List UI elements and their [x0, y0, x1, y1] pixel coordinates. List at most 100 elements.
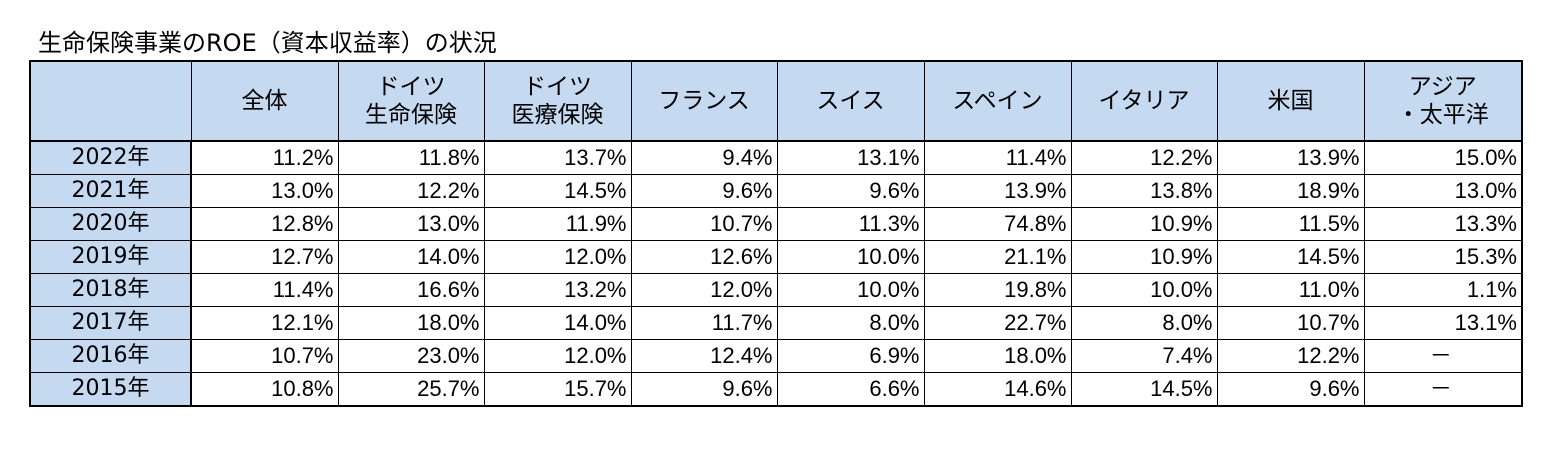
year-cell: 2020年 [29, 207, 192, 241]
value-cell: 7.4% [1070, 339, 1218, 373]
value-cell: 10.0% [776, 240, 925, 274]
value-cell: 15.3% [1363, 240, 1523, 274]
value-cell: 18.0% [337, 306, 485, 340]
value-cell: 21.1% [923, 240, 1072, 274]
value-cell: 12.2% [1216, 339, 1365, 373]
year-cell: 2015年 [29, 372, 192, 407]
value-cell: 12.1% [190, 306, 339, 340]
table-row: 2018年 11.4% 16.6% 13.2% 12.0% 10.0% 19.8% 10.0%… [29, 273, 1523, 307]
value-cell: 14.5% [1216, 240, 1365, 274]
value-cell: 9.6% [630, 174, 778, 208]
value-cell: 13.1% [776, 140, 925, 175]
value-cell: 11.2% [190, 140, 339, 175]
value-cell: 18.9% [1216, 174, 1365, 208]
table-row: 2015年 10.8% 25.7% 15.7% 9.6% 6.6% 14.6% 14.5% 9.… [29, 372, 1523, 407]
value-cell: 15.7% [483, 372, 632, 407]
column-header: イタリア [1070, 60, 1218, 142]
column-header: スペイン [923, 60, 1072, 142]
year-cell: 2022年 [29, 140, 192, 175]
value-cell: 13.7% [483, 140, 632, 175]
value-cell: 12.6% [630, 240, 778, 274]
column-header-line2: 生命保険 [365, 102, 457, 128]
value-cell: 11.7% [630, 306, 778, 340]
value-cell: 11.8% [337, 140, 485, 175]
table-row: 2019年 12.7% 14.0% 12.0% 12.6% 10.0% 21.1% 10.9%… [29, 240, 1523, 274]
value-cell: 14.0% [483, 306, 632, 340]
value-cell: 10.7% [630, 207, 778, 241]
value-cell: 14.6% [923, 372, 1072, 407]
column-header-line1: 全体 [241, 88, 288, 114]
value-cell: 11.5% [1216, 207, 1365, 241]
value-cell: 10.7% [190, 339, 339, 373]
value-cell: 12.2% [337, 174, 485, 208]
value-cell: 8.0% [1070, 306, 1218, 340]
value-cell: 13.2% [483, 273, 632, 307]
value-cell: 10.8% [190, 372, 339, 407]
value-cell: 10.0% [1070, 273, 1218, 307]
value-cell: 12.0% [483, 339, 632, 373]
column-header-line1: 米国 [1267, 88, 1314, 114]
value-cell: 14.5% [483, 174, 632, 208]
value-cell: 14.0% [337, 240, 485, 274]
value-cell: 19.8% [923, 273, 1072, 307]
value-cell: 11.4% [190, 273, 339, 307]
column-header-line2: 医療保険 [511, 102, 604, 128]
value-cell: 9.6% [630, 372, 778, 407]
value-cell: 10.9% [1070, 240, 1218, 274]
value-cell: 13.3% [1363, 207, 1523, 241]
value-cell: 12.0% [483, 240, 632, 274]
value-cell: 11.3% [776, 207, 925, 241]
value-cell: 13.0% [190, 174, 339, 208]
value-cell: 13.0% [337, 207, 485, 241]
value-cell: 12.0% [630, 273, 778, 307]
value-cell: 9.4% [630, 140, 778, 175]
column-header: 米国 [1216, 60, 1365, 142]
year-cell: 2017年 [29, 306, 192, 340]
column-header: スイス [776, 60, 925, 142]
value-cell: 11.9% [483, 207, 632, 241]
value-cell: 10.0% [776, 273, 925, 307]
value-cell: 13.9% [1216, 140, 1365, 175]
value-cell: 9.6% [776, 174, 925, 208]
value-cell: 15.0% [1363, 140, 1523, 175]
column-header: フランス [630, 60, 778, 142]
column-header: ドイツ 医療保険 [483, 60, 632, 142]
column-header: アジア ・太平洋 [1363, 60, 1523, 142]
value-cell: － [1363, 339, 1523, 373]
value-cell: 23.0% [337, 339, 485, 373]
year-cell: 2021年 [29, 174, 192, 208]
value-cell: 13.0% [1363, 174, 1523, 208]
value-cell: 12.4% [630, 339, 778, 373]
page-title: 生命保険事業のROE（資本収益率）の状況 [38, 29, 497, 57]
value-cell: 9.6% [1216, 372, 1365, 407]
value-cell: 12.8% [190, 207, 339, 241]
value-cell: 12.2% [1070, 140, 1218, 175]
value-cell: 13.9% [923, 174, 1072, 208]
value-cell: 1.1% [1363, 273, 1523, 307]
table-row: 2017年 12.1% 18.0% 14.0% 11.7% 8.0% 22.7% 8.0% 10… [29, 306, 1523, 340]
value-cell: － [1363, 372, 1523, 407]
value-cell: 10.7% [1216, 306, 1365, 340]
column-header-line1: ドイツ [523, 74, 592, 100]
column-header: 全体 [190, 60, 339, 142]
column-header: ドイツ 生命保険 [337, 60, 485, 142]
table-row: 2020年 12.8% 13.0% 11.9% 10.7% 11.3% 74.8% 10.9%… [29, 207, 1523, 241]
value-cell: 16.6% [337, 273, 485, 307]
value-cell: 74.8% [923, 207, 1072, 241]
value-cell: 18.0% [923, 339, 1072, 373]
value-cell: 11.4% [923, 140, 1072, 175]
column-header-line1: イタリア [1098, 88, 1190, 114]
column-header-line1: フランス [658, 88, 750, 114]
column-header-line1: スペイン [952, 88, 1043, 114]
column-header-line2: ・太平洋 [1396, 102, 1489, 128]
column-header-line1: アジア [1408, 74, 1477, 100]
roe-table: 全体 ドイツ 生命保険 ドイツ 医療保険 フランス スイス スペイン イタリア 米国 アジア ・太平洋… [29, 60, 1523, 407]
year-cell: 2016年 [29, 339, 192, 373]
column-header-line1: ドイツ [376, 74, 446, 100]
table-row: 2022年 11.2% 11.8% 13.7% 9.4% 13.1% 11.4% 12.2% 1… [29, 140, 1523, 175]
value-cell: 25.7% [337, 372, 485, 407]
table-row: 2021年 13.0% 12.2% 14.5% 9.6% 9.6% 13.9% 13.8% 18… [29, 174, 1523, 208]
year-cell: 2018年 [29, 273, 192, 307]
value-cell: 8.0% [776, 306, 925, 340]
header-row: 全体 ドイツ 生命保険 ドイツ 医療保険 フランス スイス スペイン イタリア 米国 アジア ・太平洋 [29, 60, 1523, 142]
